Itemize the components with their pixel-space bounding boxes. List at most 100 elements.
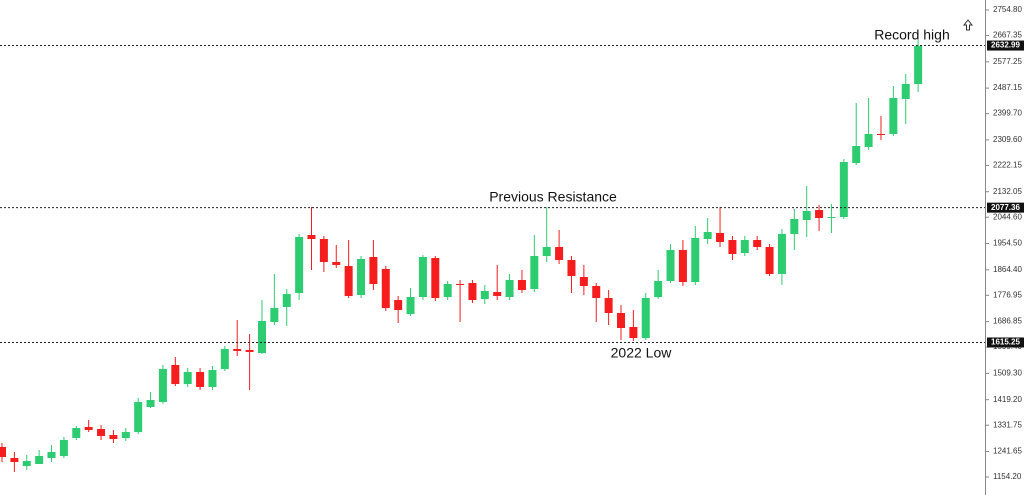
candle-body (72, 428, 81, 438)
y-tick-label: 1776.95 (993, 290, 1022, 299)
y-tick-label: 2667.35 (993, 31, 1022, 40)
y-tick-label: 1241.65 (993, 447, 1022, 456)
candle-body (97, 429, 106, 437)
candle-body (196, 371, 205, 387)
candle-body (418, 257, 427, 298)
candle-body (517, 280, 526, 291)
y-tick-label: 2577.25 (993, 57, 1022, 66)
level-label: 2077.36 (991, 203, 1020, 212)
candle-body (270, 308, 279, 323)
candle-body (753, 240, 762, 248)
candle-body (777, 233, 786, 274)
y-tick-label: 1954.50 (993, 239, 1022, 248)
candle-body (852, 145, 861, 164)
candle-body (914, 46, 923, 84)
level-label: 2632.99 (991, 41, 1020, 50)
candle-body (220, 349, 229, 369)
candle-body (344, 265, 353, 296)
y-tick-label: 1864.40 (993, 265, 1022, 274)
candle-body (468, 283, 477, 301)
level-label-box (987, 202, 1024, 213)
candle-body (901, 83, 910, 99)
y-tick-label: 2309.60 (993, 135, 1022, 144)
candle-body (716, 232, 725, 243)
candle-body (171, 364, 180, 385)
candle-body (394, 300, 403, 310)
y-tick-label: 2132.05 (993, 187, 1022, 196)
candle-body (802, 211, 811, 221)
y-tick-label: 1331.75 (993, 420, 1022, 429)
candle-body (35, 455, 44, 465)
candle-body (493, 291, 502, 296)
y-tick-label: 2754.80 (993, 5, 1022, 14)
candle-body (691, 237, 700, 283)
y-tick-label: 2487.15 (993, 83, 1022, 92)
candle-body (530, 255, 539, 289)
scroll-arrow-icon[interactable] (962, 19, 974, 31)
candle-body (617, 313, 625, 328)
candle-body (592, 286, 601, 299)
candle-body (629, 327, 638, 339)
candle-body (790, 218, 799, 234)
candle-body (604, 298, 613, 314)
candle-body (0, 447, 6, 458)
candle-body (654, 280, 663, 298)
candle-body (121, 432, 130, 438)
annotation: Previous Resistance (489, 189, 617, 205)
candle-body (233, 349, 242, 351)
candle-body (158, 368, 167, 403)
annotation: Record high (874, 27, 950, 43)
candle-body (827, 217, 836, 219)
candle-body (282, 294, 291, 307)
candle-body (579, 276, 588, 287)
candle-body (109, 435, 118, 440)
candle-body (740, 240, 749, 254)
candle-body (406, 297, 415, 314)
candle-body (666, 250, 675, 281)
candle-body (245, 349, 254, 353)
candle-body (678, 250, 687, 283)
candle-body (10, 458, 19, 463)
candle-body (555, 247, 564, 261)
level-label: 1615.25 (991, 338, 1020, 347)
candle-body (22, 461, 31, 466)
candle-body (815, 210, 824, 219)
candle-body (59, 440, 68, 456)
y-tick-label: 1154.20 (993, 472, 1022, 481)
candle-body (319, 239, 328, 263)
candle-body (295, 236, 304, 294)
candle-body (431, 258, 440, 299)
candle-body (728, 240, 737, 255)
y-tick-label: 2399.70 (993, 109, 1022, 118)
candle-body (542, 247, 551, 256)
y-tick-label: 1686.85 (993, 317, 1022, 326)
candle-body (456, 283, 465, 285)
candle-body (134, 402, 143, 433)
up-arrow[interactable] (962, 19, 974, 31)
candle-body (257, 320, 266, 354)
candle-body (84, 426, 93, 430)
level-label-box (987, 337, 1024, 348)
candle-body (208, 370, 217, 387)
candle-body (369, 257, 378, 284)
candle-body (307, 235, 316, 240)
candle-body (357, 258, 366, 295)
y-tick-label: 1419.20 (993, 395, 1022, 404)
candle-body (839, 162, 848, 218)
y-tick-label: 1509.30 (993, 369, 1022, 378)
candle-body (864, 134, 873, 147)
y-tick-label: 2222.15 (993, 161, 1022, 170)
candle-body (183, 371, 192, 385)
candle-body (146, 400, 155, 408)
candle-body (889, 98, 898, 135)
candle-body (443, 283, 452, 298)
candle-body (703, 232, 712, 240)
candle-body (876, 134, 885, 136)
candle-body (765, 247, 774, 274)
candle-body (641, 298, 650, 339)
candle-body (47, 451, 56, 459)
candle-body (567, 260, 576, 277)
level-label-box (987, 40, 1024, 51)
